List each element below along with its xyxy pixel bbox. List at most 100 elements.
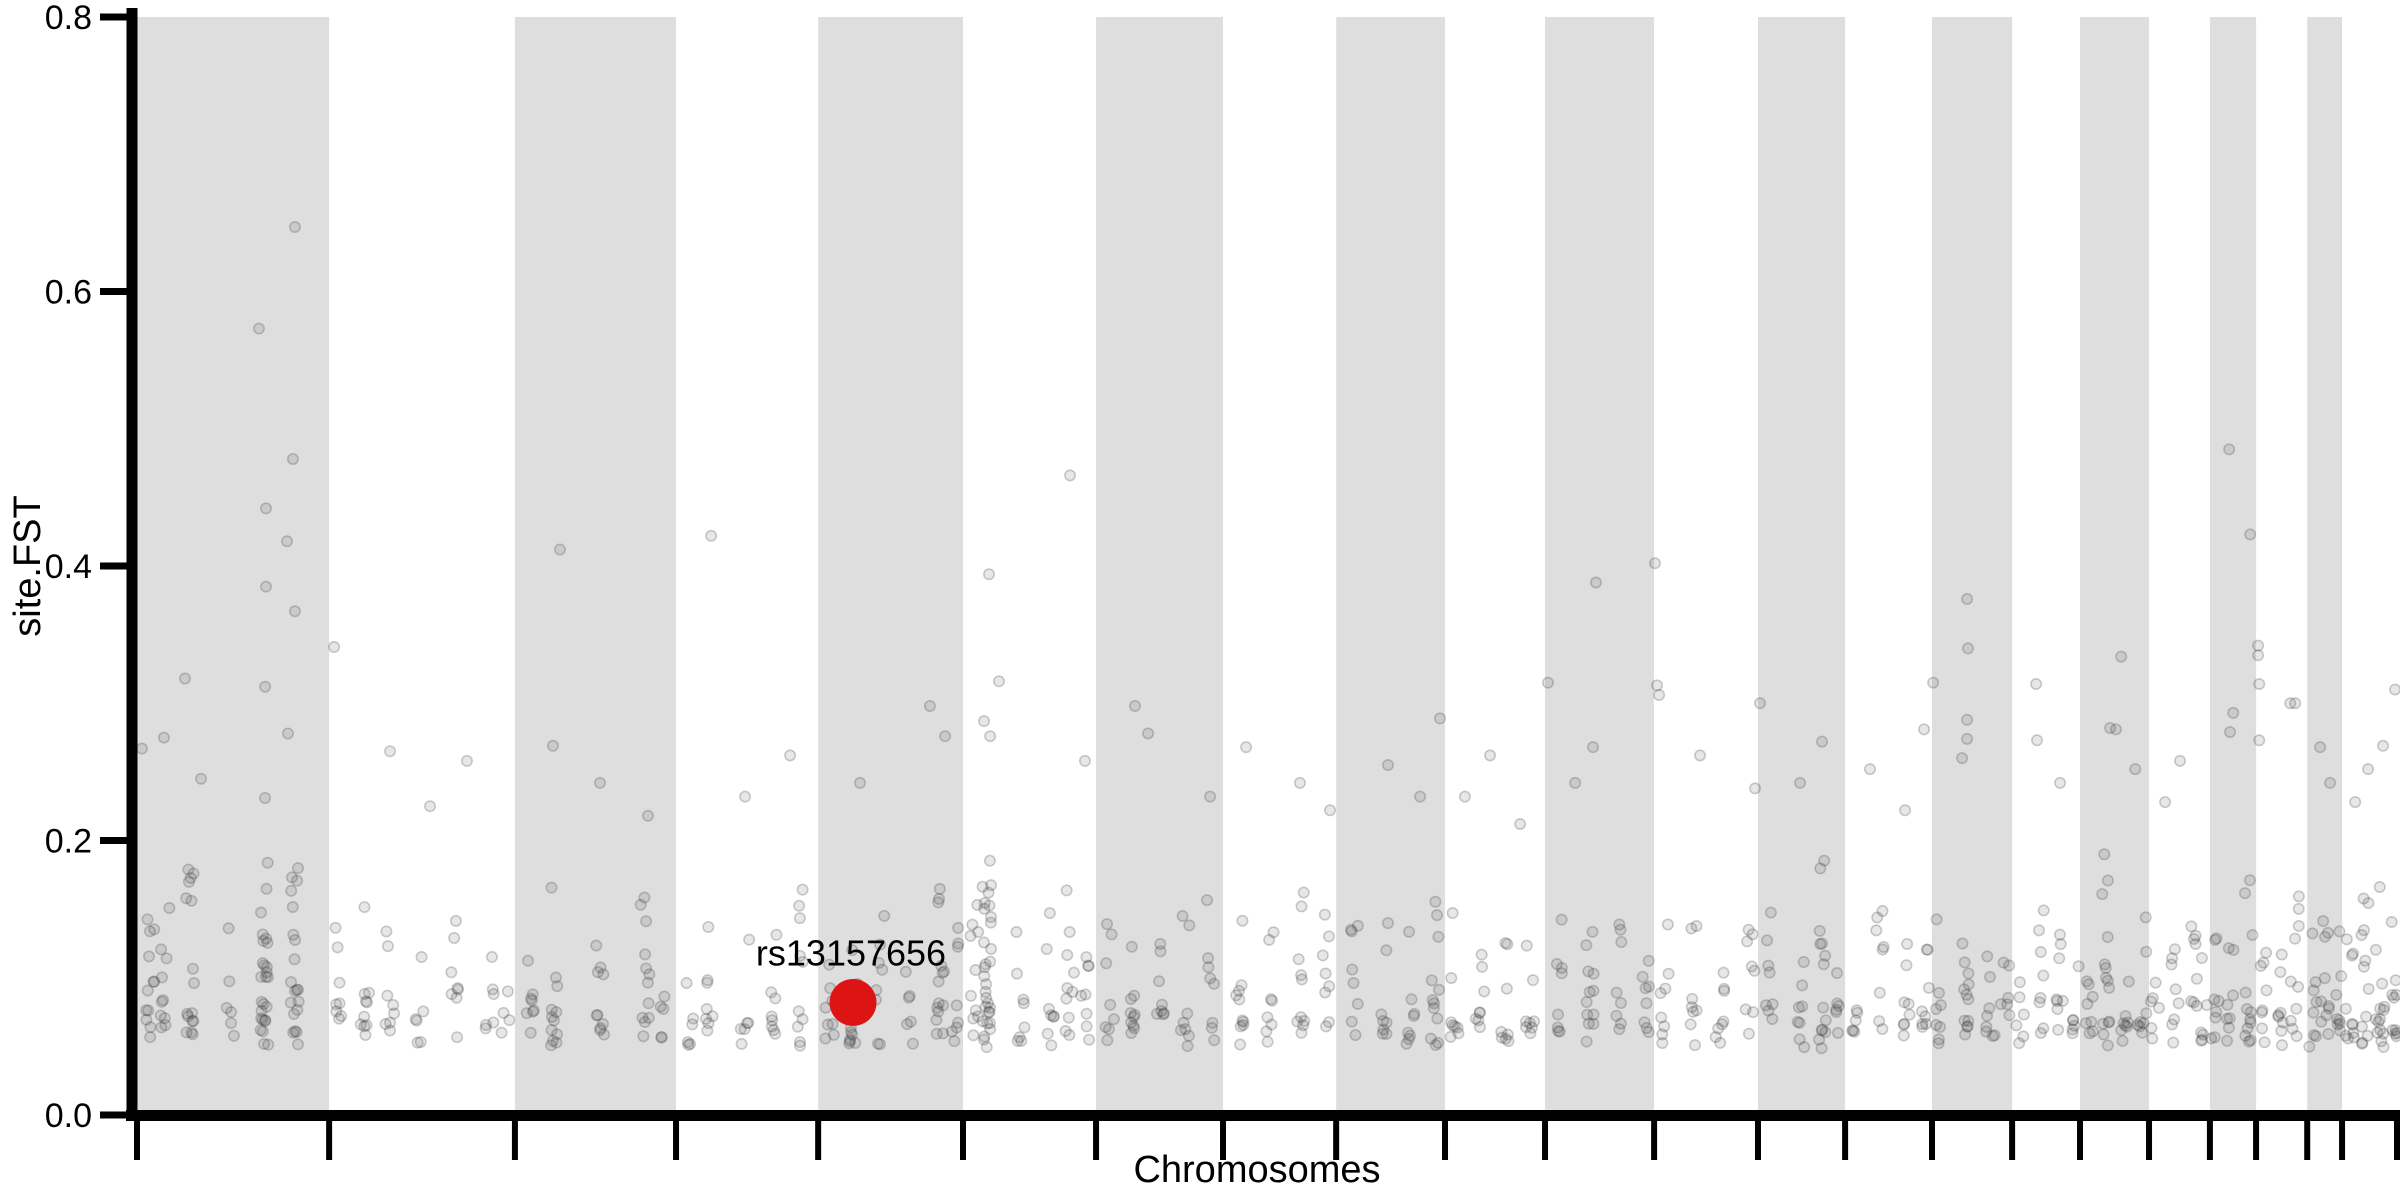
data-point (821, 1018, 834, 1031)
data-point (2083, 1027, 2096, 1040)
data-point (1525, 1021, 1538, 1034)
data-point (417, 1005, 430, 1018)
data-point (2260, 984, 2273, 997)
data-point (1059, 1024, 1072, 1037)
data-point (2104, 721, 2117, 734)
data-point (2377, 1040, 2390, 1053)
data-point (793, 912, 806, 925)
chromosome-band (514, 17, 677, 1110)
data-point (256, 1025, 269, 1038)
data-point (1426, 994, 1439, 1007)
data-point (2185, 995, 2198, 1008)
data-point (1125, 940, 1138, 953)
data-point (638, 891, 651, 904)
data-point (184, 871, 197, 884)
data-point (1932, 1033, 1945, 1046)
data-point (1204, 972, 1217, 985)
data-point (1849, 1014, 1862, 1027)
data-point (2333, 1017, 2346, 1030)
data-point (2208, 993, 2221, 1006)
data-point (1319, 967, 1332, 980)
data-point (1061, 948, 1074, 961)
data-point (1067, 966, 1080, 979)
data-point (1614, 1017, 1627, 1030)
data-point (384, 1016, 397, 1029)
data-point (931, 1001, 944, 1014)
data-point (2017, 1030, 2030, 1043)
data-point (259, 680, 272, 693)
data-point (291, 1038, 304, 1051)
data-point (849, 1036, 862, 1049)
data-point (734, 1022, 747, 1035)
data-point (1427, 1002, 1440, 1015)
data-point (186, 1028, 199, 1041)
data-point (2187, 996, 2200, 1009)
data-point (521, 954, 534, 967)
data-point (1124, 992, 1137, 1005)
data-point (2362, 897, 2375, 910)
data-point (2242, 1035, 2255, 1048)
data-point (826, 1017, 839, 1030)
data-point (2333, 925, 2346, 938)
data-point (1997, 956, 2010, 969)
data-point (2309, 976, 2322, 989)
data-point (259, 1014, 272, 1027)
data-point (1934, 1021, 1947, 1034)
data-point (2272, 1010, 2285, 1023)
data-point (932, 975, 945, 988)
data-point (952, 921, 965, 934)
data-point (935, 959, 948, 972)
data-point (1381, 917, 1394, 930)
data-point (1919, 1010, 1932, 1023)
data-point (2253, 734, 2266, 747)
data-point (2031, 734, 2044, 747)
data-point (286, 452, 299, 465)
data-point (1901, 937, 1914, 950)
data-point (1815, 1024, 1828, 1037)
data-point (972, 1010, 985, 1023)
data-point (2307, 1029, 2320, 1042)
data-point (524, 992, 537, 1005)
data-point (1651, 679, 1664, 692)
data-point (1712, 1022, 1725, 1035)
data-point (982, 1006, 995, 1019)
data-point (286, 900, 299, 913)
scatter-points-notable (135, 220, 2400, 831)
data-point (1495, 1031, 1508, 1044)
data-point (980, 978, 993, 991)
data-point (1404, 1029, 1417, 1042)
data-point (2034, 945, 2047, 958)
data-point (2341, 1032, 2354, 1045)
data-point (182, 863, 195, 876)
data-point (2116, 1034, 2129, 1047)
data-point (524, 1026, 537, 1039)
data-point (2255, 1022, 2268, 1035)
data-point (2275, 948, 2288, 961)
data-point (2121, 1016, 2134, 1029)
data-point (1813, 924, 1826, 937)
data-point (1202, 961, 1215, 974)
data-point (527, 1004, 540, 1017)
data-point (1127, 1010, 1140, 1023)
data-point (281, 535, 294, 548)
data-point (1614, 996, 1627, 1009)
data-point (1099, 1021, 1112, 1034)
data-point (227, 1029, 240, 1042)
data-point (1686, 992, 1699, 1005)
data-point (163, 901, 176, 914)
data-point (1762, 1004, 1775, 1017)
y-axis-ticks: 0.0 0.2 0.4 0.6 0.8 (45, 0, 128, 1135)
data-point (2159, 796, 2172, 809)
data-point (354, 1018, 367, 1031)
data-point (2221, 1034, 2234, 1047)
data-point (2013, 976, 2026, 989)
data-point (2134, 1016, 2147, 1029)
data-point (525, 994, 538, 1007)
data-point (1876, 943, 1889, 956)
data-point (1201, 894, 1214, 907)
data-point (2003, 1009, 2016, 1022)
data-point (2166, 1018, 2179, 1031)
data-point (1958, 983, 1971, 996)
data-point (2387, 991, 2400, 1004)
data-point (2102, 1016, 2115, 1029)
